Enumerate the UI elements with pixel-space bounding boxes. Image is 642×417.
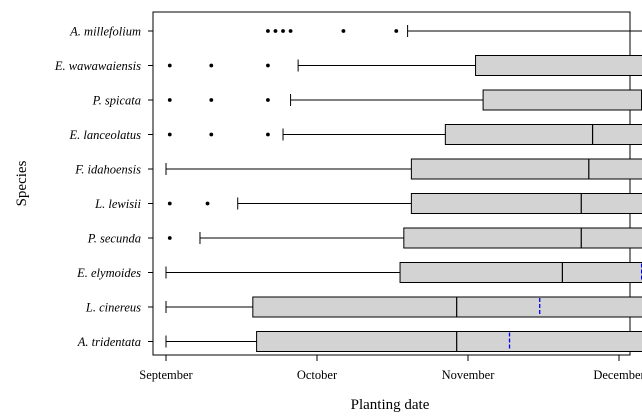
box-row: A. millefoliuma: [69, 25, 642, 39]
outlier-point: [281, 29, 285, 33]
outlier-point: [273, 29, 278, 33]
species-label: A. tridentata: [77, 335, 141, 349]
box-row: L. cinereuse: [85, 296, 642, 318]
iqr-box: [410, 193, 642, 214]
iqr-box: [410, 158, 642, 180]
species-label: F. idahoensis: [74, 163, 141, 177]
iqr-box: [482, 89, 642, 111]
species-label: E. lanceolatus: [68, 128, 141, 142]
box-row: P. secundacd: [87, 227, 642, 249]
outlier-point: [167, 132, 172, 137]
species-label: E. wawawaiensis: [54, 59, 141, 73]
x-tick-label: September: [139, 368, 193, 382]
box-row: F. idahoensiscd: [74, 158, 642, 180]
iqr-box: [475, 55, 642, 76]
species-label: P. spicata: [92, 94, 141, 108]
outlier-point: [288, 29, 293, 33]
iqr-box: [444, 124, 642, 145]
y-axis-label-group: Species: [14, 160, 30, 206]
outlier-point: [394, 29, 399, 33]
iqr-box: [252, 296, 642, 318]
iqr-box: [403, 227, 642, 249]
species-label: L. lewisii: [94, 197, 141, 211]
iqr-box: [399, 262, 642, 283]
outlier-point: [209, 98, 214, 102]
iqr-box: [256, 331, 642, 352]
outlier-point: [167, 236, 172, 240]
outlier-point: [167, 98, 172, 102]
outlier-point: [167, 63, 172, 68]
species-label: E. elymoides: [76, 266, 141, 280]
outlier-point: [209, 63, 214, 68]
x-tick-label: October: [297, 368, 338, 382]
x-tick-label: December: [593, 368, 642, 382]
species-label: L. cinereus: [85, 301, 141, 315]
outlier-point: [209, 132, 214, 137]
x-axis-label: Planting date: [351, 397, 430, 413]
species-label: P. secunda: [87, 232, 141, 246]
plot-frame: [152, 11, 631, 356]
boxplot-series: A. millefoliuma E. wawawaiensisb P. spicat…: [54, 25, 642, 352]
outlier-point: [341, 29, 346, 33]
outlier-point: [266, 132, 270, 137]
outlier-point: [205, 201, 210, 206]
outlier-point: [167, 201, 172, 206]
box-row: P. spicatab: [92, 89, 642, 111]
box-row: A. tridentataf: [77, 331, 642, 352]
outlier-point: [266, 29, 270, 33]
species-label: A. millefolium: [69, 25, 141, 39]
box-row: L. lewisiicd: [94, 193, 642, 214]
outlier-point: [266, 63, 270, 68]
box-row: E. lanceolatusbc: [68, 124, 642, 145]
y-axis-label: Species: [14, 160, 30, 206]
x-axis-ticks: SeptemberOctoberNovemberDecemberJanuaryF…: [139, 355, 642, 382]
outlier-point: [266, 98, 270, 102]
x-tick-label: November: [442, 368, 496, 382]
box-row: E. wawawaiensisb: [54, 55, 642, 76]
box-row: E. elymoidese: [76, 262, 642, 283]
